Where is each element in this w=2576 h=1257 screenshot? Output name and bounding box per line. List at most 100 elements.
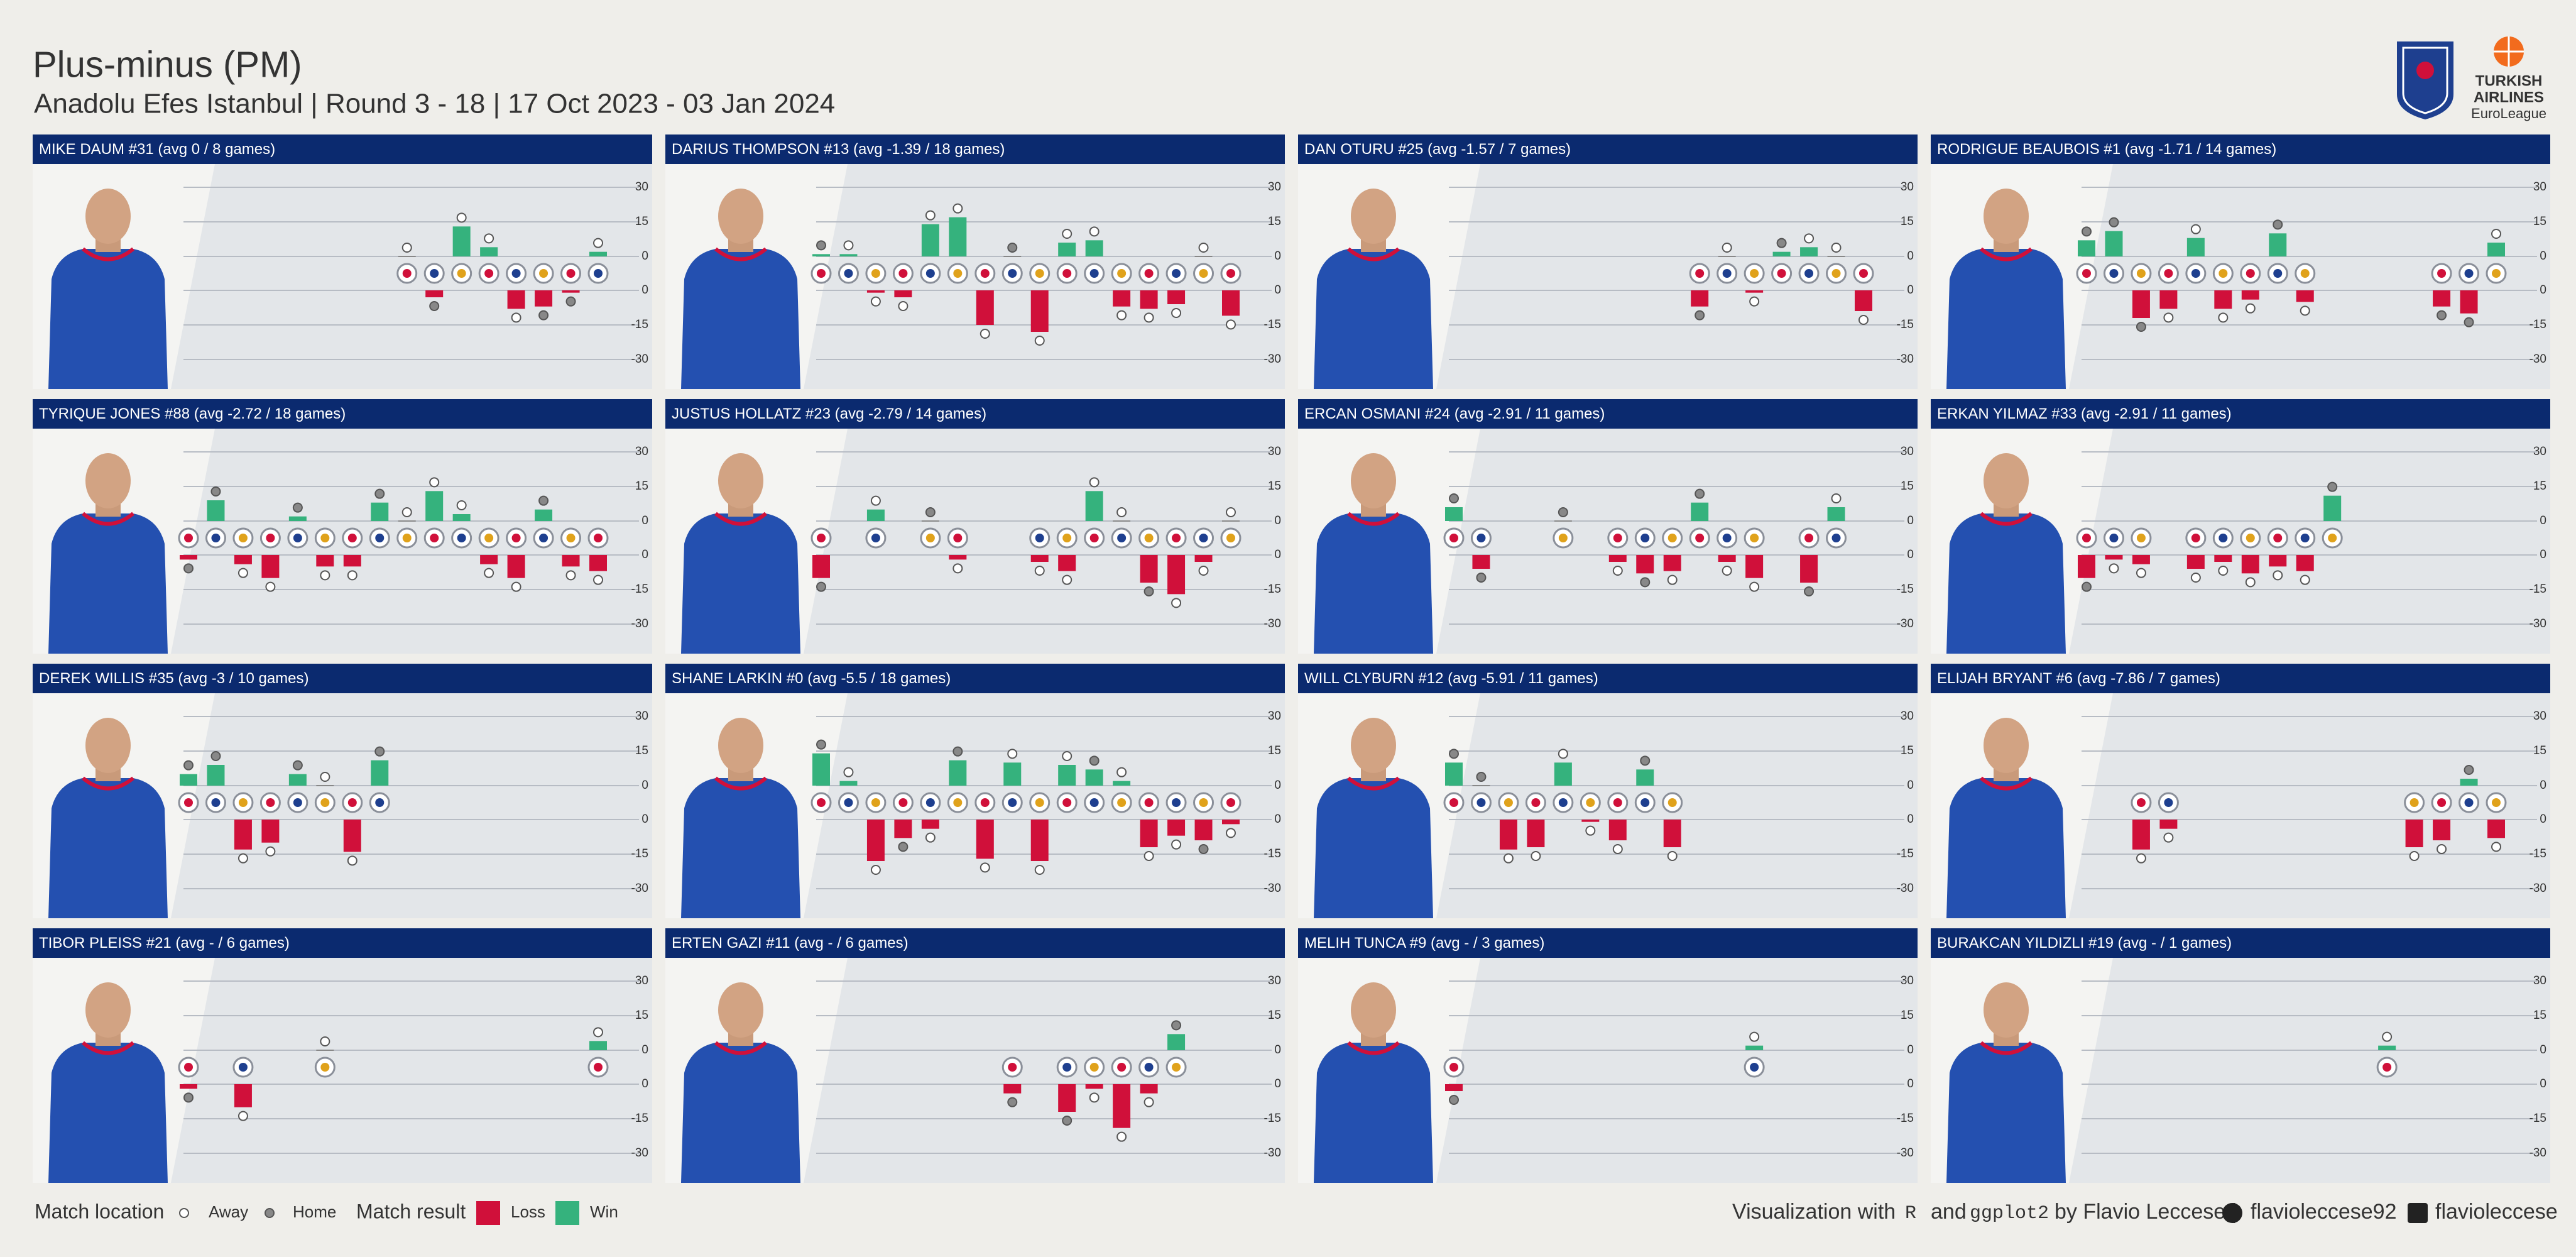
- team-logo-core: [1062, 1063, 1072, 1072]
- team-logo-core: [817, 269, 826, 278]
- team-logo-core: [2191, 534, 2200, 542]
- footer-link[interactable]: flavioleccese: [2435, 1200, 2558, 1224]
- team-logo-core: [1172, 1063, 1181, 1072]
- y-tick-label: -30: [631, 882, 648, 895]
- player-collar: [1347, 512, 1400, 526]
- location-dot: [1640, 755, 1651, 766]
- location-dot: [2464, 765, 2474, 775]
- team-logo-core: [1804, 269, 1814, 278]
- panel-header: [1931, 134, 2550, 164]
- panel: MELIH TUNCA #9 (avg - / 3 games) 30 15 0 0 -1…: [1298, 928, 1918, 1183]
- bar: [921, 820, 939, 829]
- team-logo-core: [925, 534, 935, 542]
- bar: [1140, 820, 1158, 847]
- linkedin-icon: [2408, 1203, 2428, 1223]
- team-logo-core: [1199, 269, 1208, 278]
- y-tick-label: 0: [641, 548, 648, 561]
- location-dot: [1007, 749, 1018, 759]
- bar: [2241, 555, 2259, 574]
- team-logo-core: [1667, 534, 1677, 542]
- y-tick-label: 0: [1274, 779, 1281, 792]
- location-dot: [1858, 315, 1869, 325]
- location-dot: [1695, 488, 1705, 499]
- footer-link[interactable]: flavioleccese92: [2251, 1200, 2396, 1224]
- y-tick-label: 0: [1274, 1077, 1281, 1090]
- team-logo-core: [2246, 534, 2255, 542]
- team-logo-core: [2410, 798, 2419, 807]
- bar: [425, 491, 444, 521]
- bar: [425, 290, 444, 297]
- player-head: [718, 718, 763, 773]
- bar: [2186, 555, 2205, 569]
- panel-title: TYRIQUE JONES #88 (avg -2.72 / 18 games): [39, 405, 346, 422]
- bar: [1472, 555, 1490, 569]
- location-dot: [1198, 844, 1209, 854]
- team-logo-core: [1035, 798, 1044, 807]
- bar: [234, 555, 252, 564]
- player-jersey: [48, 513, 168, 654]
- panel-title: WILL CLYBURN #12 (avg -5.91 / 11 games): [1304, 670, 1598, 687]
- y-tick-label: 0: [1907, 548, 1914, 561]
- y-tick-label: 15: [635, 215, 648, 228]
- bar: [2433, 290, 2451, 307]
- location-dot: [952, 563, 963, 574]
- panel-header: [33, 134, 652, 164]
- shield: [2397, 41, 2453, 119]
- location-dot: [1804, 233, 1815, 244]
- location-dot: [1007, 1097, 1018, 1107]
- panel-header: [1298, 664, 1918, 693]
- location-dot: [374, 488, 385, 499]
- team-logo-core: [2109, 269, 2119, 278]
- location-dot: [2437, 844, 2447, 854]
- team-logo-core: [2492, 269, 2501, 278]
- y-tick-label: 0: [641, 1077, 648, 1090]
- panel: DARIUS THOMPSON #13 (avg -1.39 / 18 game…: [665, 134, 1285, 389]
- panel-title: ERTEN GAZI #11 (avg - / 6 games): [672, 935, 909, 952]
- panel-header: [665, 928, 1285, 958]
- y-tick-label: -15: [2530, 583, 2546, 596]
- github-icon: [2222, 1203, 2242, 1223]
- location-dot: [1007, 243, 1018, 253]
- team-logo-core: [1144, 269, 1154, 278]
- bar: [1772, 251, 1791, 256]
- player-collar: [714, 512, 767, 526]
- panel: ERCAN OSMANI #24 (avg -2.91 / 11 games) 3…: [1298, 399, 1918, 654]
- team-logo-core: [1586, 798, 1595, 807]
- bar: [2296, 555, 2314, 571]
- bar: [976, 820, 994, 859]
- bar: [812, 254, 830, 256]
- bar: [921, 224, 939, 256]
- team-logo-core: [2300, 269, 2310, 278]
- location-dot: [347, 855, 357, 866]
- bar: [1113, 290, 1131, 307]
- team-logo-core: [1117, 1063, 1127, 1072]
- location-dot: [593, 1027, 603, 1038]
- league-logo: TURKISH AIRLINES EuroLeague: [2471, 36, 2546, 121]
- y-tick-label: 0: [1907, 1077, 1914, 1090]
- panel-header: [1298, 134, 1918, 164]
- location-dot: [1558, 507, 1568, 517]
- y-tick-label: 0: [1274, 514, 1281, 527]
- player-head: [85, 189, 131, 244]
- shield-star: [2416, 62, 2434, 79]
- team-logo-core: [844, 269, 853, 278]
- legend-away-dot: [179, 1208, 189, 1218]
- team-logo-core: [347, 798, 357, 807]
- y-tick-label: 30: [1901, 180, 1914, 194]
- y-tick-label: 30: [1901, 445, 1914, 458]
- team-logo-core: [1172, 798, 1181, 807]
- location-dot: [952, 746, 963, 757]
- location-dot: [210, 751, 221, 761]
- location-dot: [1198, 243, 1209, 253]
- bar: [1085, 240, 1103, 256]
- y-tick-label: -15: [631, 318, 648, 331]
- location-dot: [2163, 832, 2174, 843]
- bar: [1140, 555, 1158, 583]
- bar: [1608, 555, 1627, 562]
- location-dot: [565, 570, 576, 581]
- player-head: [718, 453, 763, 508]
- y-tick-label: 15: [2533, 744, 2546, 757]
- team-logo-core: [238, 798, 248, 807]
- team-logo-core: [2164, 798, 2173, 807]
- y-tick-label: 30: [1901, 974, 1914, 987]
